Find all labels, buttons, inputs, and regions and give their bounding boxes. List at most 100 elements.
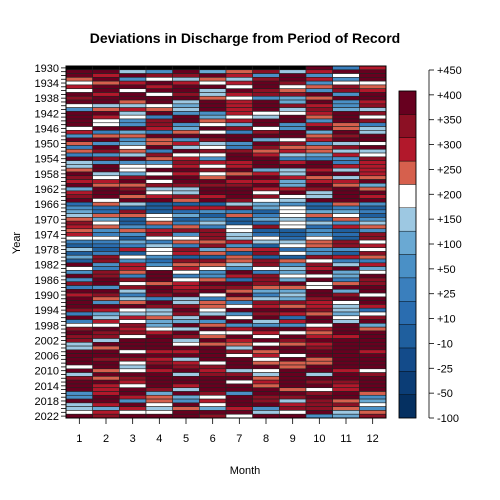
heatmap-cell: [332, 277, 360, 283]
heatmap-cell: [305, 353, 333, 358]
heatmap-cell: [65, 413, 93, 419]
heatmap-cell: [252, 387, 280, 392]
heatmap-cell: [225, 289, 253, 294]
heatmap-cell: [92, 224, 120, 230]
heatmap-cell: [359, 251, 387, 256]
heatmap-cell: [332, 118, 360, 124]
heatmap-cell: [252, 65, 280, 71]
heatmap-cell: [119, 126, 147, 131]
heatmap-cell: [305, 88, 333, 93]
heatmap-cell: [252, 220, 280, 226]
heatmap-cell: [92, 410, 120, 415]
heatmap-cell: [199, 73, 227, 78]
heatmap-cell: [199, 285, 227, 290]
heatmap-cell: [332, 391, 360, 396]
heatmap-cell: [252, 133, 280, 139]
heatmap-cell: [279, 99, 307, 105]
heatmap-cell: [359, 99, 387, 105]
legend-label: +50: [437, 264, 456, 276]
heatmap-cell: [119, 330, 147, 336]
heatmap-cell: [332, 92, 360, 97]
heatmap-cell: [359, 402, 387, 407]
heatmap-cell: [359, 145, 387, 150]
heatmap-cell: [279, 148, 307, 154]
heatmap-cell: [332, 183, 360, 188]
heatmap-cell: [225, 148, 253, 154]
heatmap-cell: [359, 84, 387, 89]
heatmap-cell: [65, 273, 93, 279]
heatmap-cell: [65, 205, 93, 211]
heatmap-cell: [225, 326, 253, 332]
heatmap-cell: [92, 262, 120, 267]
heatmap-cell: [305, 126, 333, 131]
heatmap-cell: [199, 258, 227, 264]
heatmap-cell: [225, 130, 253, 135]
heatmap-cell: [199, 171, 227, 177]
x-tick-label: 10: [313, 433, 325, 445]
heatmap-cell: [225, 353, 253, 358]
heatmap-cell: [252, 236, 280, 241]
heatmap-cell: [252, 307, 280, 313]
heatmap-cell: [199, 209, 227, 214]
heatmap-cell: [225, 84, 253, 89]
heatmap-cell: [92, 175, 120, 180]
heatmap-cell: [279, 239, 307, 245]
heatmap-cell: [65, 167, 93, 173]
heatmap-cell: [199, 239, 227, 245]
heatmap-cell: [279, 201, 307, 207]
heatmap-cell: [145, 334, 173, 339]
heatmap-cell: [359, 217, 387, 222]
heatmap-cell: [92, 152, 120, 158]
heatmap-cell: [305, 341, 333, 347]
legend-label: +10: [437, 314, 456, 326]
heatmap-cell: [92, 402, 120, 407]
heatmap-cell: [92, 73, 120, 78]
heatmap-cell: [279, 152, 307, 158]
heatmap-cell: [92, 69, 120, 74]
heatmap-cell: [65, 258, 93, 264]
heatmap-cell: [65, 156, 93, 161]
x-tick-label: 5: [183, 433, 189, 445]
heatmap-cell: [279, 394, 307, 400]
heatmap-cell: [172, 353, 200, 358]
heatmap-cell: [332, 376, 360, 381]
heatmap-cell: [172, 190, 200, 195]
y-tick-label: 2022: [35, 411, 59, 423]
heatmap-cell: [359, 368, 387, 373]
heatmap-cell: [225, 228, 253, 233]
heatmap-cell: [65, 220, 93, 226]
heatmap-cell: [225, 304, 253, 309]
heatmap-cell: [252, 213, 280, 218]
heatmap-cell: [119, 273, 147, 279]
heatmap-cell: [252, 118, 280, 124]
heatmap-cell: [92, 133, 120, 139]
heatmap-cell: [145, 65, 173, 71]
heatmap-cell: [65, 190, 93, 195]
heatmap-cell: [199, 133, 227, 139]
heatmap-cell: [172, 334, 200, 339]
heatmap-cell: [65, 398, 93, 404]
x-tick-label: 7: [236, 433, 242, 445]
heatmap-cell: [145, 164, 173, 169]
x-tick-label: 1: [76, 433, 82, 445]
heatmap-cell: [119, 413, 147, 419]
heatmap-cell: [119, 353, 147, 358]
heatmap-cell: [199, 198, 227, 203]
heatmap-cell: [305, 156, 333, 161]
heatmap-cell: [199, 364, 227, 370]
x-tick-label: 2: [103, 433, 109, 445]
heatmap-cell: [172, 398, 200, 404]
heatmap-cell: [92, 296, 120, 301]
heatmap-cell: [279, 156, 307, 161]
heatmap-cell: [145, 220, 173, 226]
heatmap-cell: [65, 95, 93, 101]
heatmap-cell: [225, 114, 253, 120]
heatmap-cell: [145, 406, 173, 411]
heatmap-cell: [172, 224, 200, 230]
heatmap-cell: [119, 387, 147, 392]
heatmap-cell: [332, 311, 360, 317]
heatmap-cell: [172, 175, 200, 180]
heatmap-cell: [305, 236, 333, 241]
heatmap-cell: [305, 330, 333, 336]
heatmap-cell: [279, 171, 307, 177]
